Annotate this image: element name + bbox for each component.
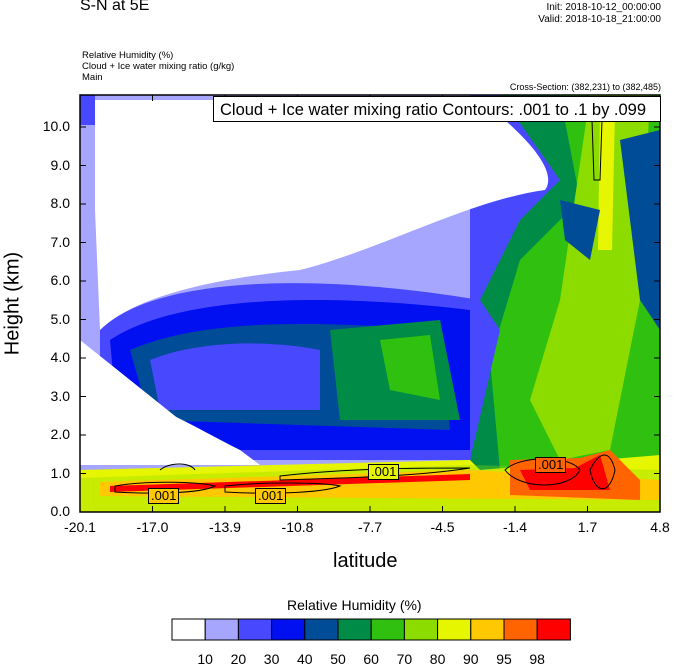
- x-tick-label: -17.0: [136, 519, 169, 535]
- field-label-rh: Relative Humidity (%): [82, 50, 174, 61]
- colorbar-label: 70: [396, 651, 413, 667]
- x-tick-label: -4.5: [430, 519, 455, 535]
- cloud-contours: [114, 119, 616, 494]
- x-tick-label: -10.8: [281, 519, 314, 535]
- y-tick-label: 10.0: [42, 118, 70, 134]
- colorbar-swatch: [503, 618, 538, 641]
- x-tick-label: -7.7: [357, 519, 383, 535]
- colorbar-label: 40: [297, 651, 313, 667]
- x-tick-label: 1.7: [577, 519, 598, 535]
- colorbar-label: 98: [529, 651, 545, 667]
- contour-label: .001: [368, 464, 400, 480]
- field-label-cloud: Cloud + Ice water mixing ratio (g/kg): [82, 61, 235, 72]
- axis-ticks: [79, 95, 661, 513]
- y-tick-label: 6.0: [50, 272, 70, 288]
- colorbar-label: 30: [263, 651, 280, 667]
- contour-info-box: Cloud + Ice water mixing ratio Contours:…: [213, 96, 661, 122]
- y-tick-label: 5.0: [50, 310, 70, 327]
- contour-label: .001: [255, 488, 287, 504]
- colorbar-swatch: [370, 618, 405, 641]
- colorbar-swatch: [536, 618, 571, 641]
- plot-title: S-N at 5E: [80, 0, 150, 14]
- colorbar-swatch: [171, 618, 206, 641]
- colorbar: [171, 618, 571, 641]
- colorbar-swatch: [237, 618, 273, 641]
- x-tick-label: 4.8: [650, 519, 670, 535]
- x-axis-label: latitude: [333, 550, 398, 572]
- contour-label: .001: [535, 457, 567, 473]
- colorbar-swatch: [437, 618, 472, 641]
- x-tick-label: -1.4: [502, 519, 528, 535]
- y-tick-label: 2.0: [50, 426, 70, 442]
- y-tick-label: 4.0: [50, 349, 70, 365]
- valid-time: Valid: 2018-10-18_21:00:00: [538, 14, 661, 25]
- colorbar-swatch: [271, 618, 306, 641]
- field-label-main: Main: [82, 72, 103, 83]
- x-tick-label: -20.1: [64, 519, 96, 535]
- y-tick-label: 7.0: [50, 233, 70, 250]
- y-tick-label: 3.0: [50, 387, 70, 404]
- init-time: Init: 2018-10-12_00:00:00: [546, 2, 661, 13]
- colorbar-swatch: [337, 618, 372, 641]
- contour-label: .001: [148, 488, 180, 504]
- colorbar-label: 20: [230, 651, 247, 667]
- y-tick-label: 1.0: [50, 464, 70, 481]
- colorbar-swatch: [470, 618, 505, 641]
- colorbar-swatch: [204, 618, 239, 641]
- colorbar-swatch: [403, 618, 439, 641]
- rh-fill: [80, 95, 660, 512]
- x-tick-label: -13.9: [209, 519, 241, 535]
- colorbar-title: Relative Humidity (%): [287, 597, 422, 613]
- colorbar-swatch: [304, 618, 339, 641]
- colorbar-label: 50: [330, 651, 346, 667]
- colorbar-label: 95: [496, 651, 512, 667]
- colorbar-label: 10: [197, 651, 213, 667]
- colorbar-label: 90: [463, 651, 479, 667]
- y-axis-label: Height (km): [1, 251, 24, 356]
- y-tick-label: 8.0: [50, 195, 70, 211]
- y-tick-label: 0.0: [50, 503, 70, 519]
- y-tick-label: 9.0: [50, 156, 70, 173]
- cross-section-label: Cross-Section: (382,231) to (382,485): [509, 82, 661, 92]
- colorbar-label: 80: [429, 651, 446, 667]
- colorbar-label: 60: [363, 651, 379, 667]
